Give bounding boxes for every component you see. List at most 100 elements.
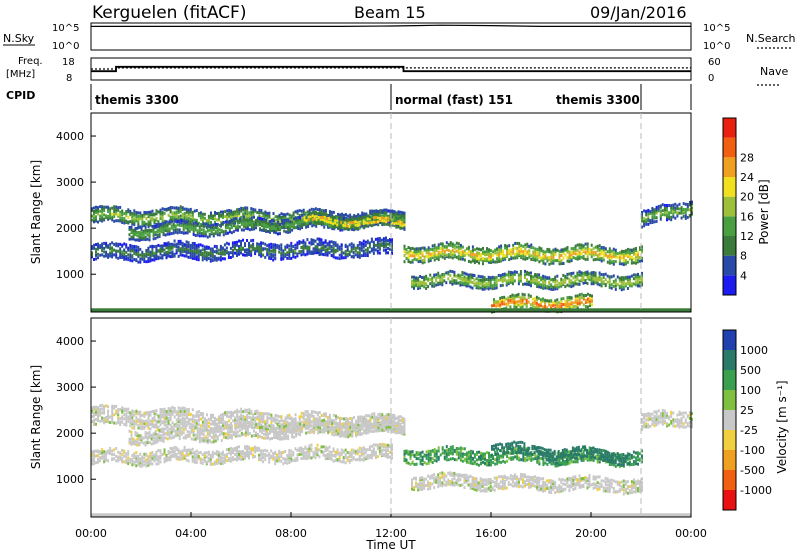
heatmap-cell xyxy=(515,300,518,304)
heatmap-cell xyxy=(353,215,356,219)
heatmap-cell xyxy=(343,417,345,421)
heatmap-cell xyxy=(183,207,186,211)
heatmap-cell xyxy=(230,414,233,418)
heatmap-cell xyxy=(594,250,597,254)
heatmap-cell xyxy=(311,211,314,215)
heatmap-cell xyxy=(584,298,587,302)
heatmap-cell xyxy=(134,227,137,230)
heatmap-cell xyxy=(105,415,108,419)
heatmap-cell xyxy=(316,242,319,246)
heatmap-cell xyxy=(304,253,307,257)
heatmap-cell xyxy=(651,308,654,313)
heatmap-cell xyxy=(234,227,237,231)
heatmap-cell xyxy=(242,238,244,242)
heatmap-cell xyxy=(365,219,368,223)
heatmap-cell xyxy=(189,217,192,221)
heatmap-cell xyxy=(218,224,221,227)
heatmap-cell xyxy=(141,217,144,221)
heatmap-cell xyxy=(646,308,649,313)
heatmap-cell xyxy=(531,301,534,305)
heatmap-cell xyxy=(330,428,333,431)
heatmap-cell xyxy=(357,418,360,422)
heatmap-cell xyxy=(111,308,114,313)
heatmap-cell xyxy=(159,419,162,423)
heatmap-cell xyxy=(137,410,140,414)
heatmap-cell xyxy=(267,224,269,228)
heatmap-cell xyxy=(143,425,146,429)
heatmap-cell xyxy=(668,215,671,219)
heatmap-cell xyxy=(148,308,152,313)
heatmap-cell xyxy=(540,278,543,282)
heatmap-cell xyxy=(423,258,426,262)
heatmap-cell xyxy=(436,308,439,313)
heatmap-cell xyxy=(273,222,275,226)
heatmap-cell xyxy=(125,250,128,254)
heatmap-cell xyxy=(584,257,587,261)
heatmap-cell xyxy=(188,222,191,226)
heatmap-cell xyxy=(633,308,637,313)
heatmap-cell xyxy=(649,212,652,215)
heatmap-cell xyxy=(186,222,189,226)
heatmap-cell xyxy=(129,417,132,421)
heatmap-cell xyxy=(503,308,507,313)
heatmap-cell xyxy=(433,243,436,247)
heatmap-cell xyxy=(659,211,662,215)
heatmap-cell xyxy=(363,308,367,313)
heatmap-cell xyxy=(280,423,283,427)
heatmap-cell xyxy=(352,251,355,255)
heatmap-cell xyxy=(592,258,595,262)
heatmap-cell xyxy=(582,295,585,299)
heatmap-cell xyxy=(186,308,189,313)
heatmap-cell xyxy=(171,211,174,215)
heatmap-cell xyxy=(584,300,587,304)
heatmap-cell xyxy=(181,418,184,422)
heatmap-cell xyxy=(490,259,492,263)
heatmap-cell xyxy=(203,216,206,220)
heatmap-cell xyxy=(382,248,385,252)
heatmap-cell xyxy=(600,246,603,249)
heatmap-cell xyxy=(443,245,446,248)
heatmap-cell xyxy=(272,416,275,420)
heatmap-cell xyxy=(274,417,277,421)
heatmap-cell xyxy=(234,225,237,229)
heatmap-cell xyxy=(93,212,95,216)
heatmap-cell xyxy=(435,283,438,287)
heatmap-cell xyxy=(131,411,134,415)
heatmap-cell xyxy=(562,256,565,260)
heatmap-cell xyxy=(370,221,373,225)
heatmap-cell xyxy=(234,221,237,225)
heatmap-cell xyxy=(264,420,267,424)
heatmap-cell xyxy=(548,276,551,280)
heatmap-cell xyxy=(252,242,255,246)
heatmap-cell xyxy=(127,419,130,423)
heatmap-cell xyxy=(292,249,295,253)
heatmap-cell xyxy=(179,420,182,423)
heatmap-cell xyxy=(260,243,263,247)
heatmap-cell xyxy=(542,276,545,280)
heatmap-cell xyxy=(267,229,269,233)
heatmap-cell xyxy=(284,245,287,249)
heatmap-cell xyxy=(596,308,599,313)
heatmap-cell xyxy=(266,415,269,419)
heatmap-cell xyxy=(140,231,143,235)
heatmap-cell xyxy=(179,239,182,243)
heatmap-cell xyxy=(316,308,319,313)
heatmap-cell xyxy=(270,418,273,422)
heatmap-cell xyxy=(558,285,561,289)
heatmap-cell xyxy=(195,414,198,418)
heatmap-cell xyxy=(274,246,277,250)
heatmap-cell xyxy=(385,216,388,220)
heatmap-cell xyxy=(135,245,138,249)
heatmap-cell xyxy=(139,247,142,251)
heatmap-cell xyxy=(240,215,243,219)
heatmap-cell xyxy=(205,255,208,259)
heatmap-cell xyxy=(192,226,195,230)
heatmap-cell xyxy=(253,308,257,313)
heatmap-cell xyxy=(389,221,392,225)
heatmap-cell xyxy=(576,252,579,256)
heatmap-cell xyxy=(314,247,317,251)
heatmap-cell xyxy=(197,413,200,417)
heatmap-cell xyxy=(643,217,646,221)
heatmap-cell xyxy=(606,308,609,313)
heatmap-cell xyxy=(485,278,488,281)
